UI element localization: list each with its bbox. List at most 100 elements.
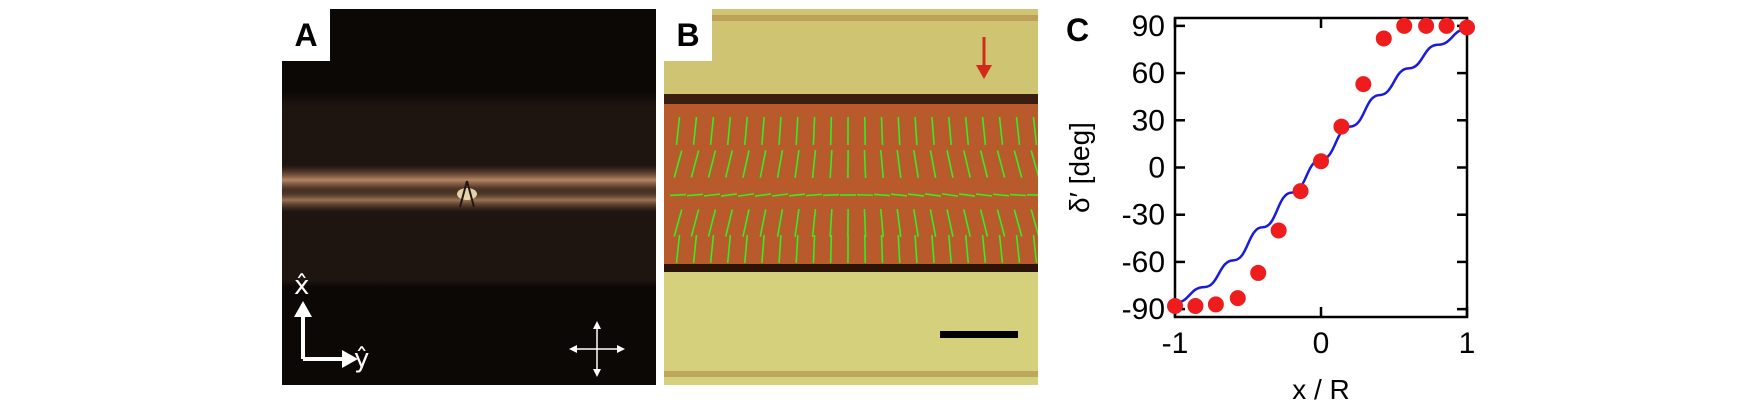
director-segment <box>863 149 867 179</box>
director-segment <box>1013 150 1023 178</box>
panel-letter-c: C <box>1066 12 1090 48</box>
director-segment <box>788 193 806 197</box>
director-segment <box>829 149 833 179</box>
data-point <box>1207 296 1224 313</box>
director-segment <box>726 234 732 264</box>
director-segment <box>743 116 749 146</box>
director-segment <box>692 116 698 146</box>
director-segment <box>794 150 800 178</box>
director-segment <box>692 234 698 264</box>
director-segment <box>778 234 782 264</box>
director-segment <box>724 150 734 178</box>
director-segment <box>742 209 750 237</box>
data-point <box>1355 76 1372 93</box>
director-segment <box>946 209 954 237</box>
director-segment <box>912 209 920 237</box>
director-segment <box>998 234 1004 264</box>
director-segment <box>675 234 681 264</box>
x-tick-label: 1 <box>1459 327 1476 360</box>
y-tick-label: -90 <box>1122 293 1165 326</box>
director-segment <box>754 193 772 197</box>
director-segment <box>998 116 1004 146</box>
director-segment <box>771 193 789 197</box>
y-tick-label: 60 <box>1132 57 1165 90</box>
data-point <box>1459 19 1475 36</box>
director-segment <box>981 234 987 264</box>
x-hat-label: x̂ <box>294 271 310 301</box>
data-point <box>1313 153 1329 170</box>
data-point <box>1229 290 1246 307</box>
data-point <box>1270 222 1287 239</box>
director-segment <box>948 234 952 264</box>
director-segment <box>879 149 885 179</box>
polarized-micrograph <box>282 9 656 385</box>
director-segment <box>805 193 823 197</box>
director-lines <box>669 116 1038 264</box>
data-point <box>1167 297 1183 314</box>
director-segment <box>912 150 920 178</box>
y-tick-label: -30 <box>1122 199 1165 232</box>
director-segment <box>963 150 971 178</box>
director-segment <box>812 234 816 264</box>
director-segment <box>720 193 738 197</box>
panel-letter-a: A <box>282 9 330 61</box>
director-segment <box>897 116 901 146</box>
director-segment <box>941 193 959 197</box>
director-segment <box>776 150 784 178</box>
y-tick-label: 90 <box>1132 10 1165 43</box>
data-point <box>1292 183 1309 200</box>
director-segment <box>975 193 993 197</box>
director-segment <box>863 208 867 238</box>
data-point <box>1375 30 1392 47</box>
director-segment <box>795 234 799 264</box>
data-point <box>1418 17 1435 34</box>
y-tick-label: 0 <box>1148 152 1165 185</box>
director-segment <box>929 150 937 178</box>
data-point <box>1396 17 1413 34</box>
director-field-micrograph <box>664 9 1038 385</box>
director-segment <box>879 208 885 238</box>
director-segment <box>673 150 683 178</box>
director-segment <box>1030 209 1038 237</box>
panel-b-image: B <box>664 9 1038 385</box>
director-segment <box>795 116 799 146</box>
director-segment <box>964 234 970 264</box>
data-point <box>1187 297 1204 314</box>
scale-bar <box>940 331 1018 338</box>
director-segment <box>737 193 755 197</box>
director-segment <box>1015 234 1021 264</box>
director-segment <box>914 116 918 146</box>
axis-arrows <box>294 301 358 368</box>
data-point <box>1250 264 1267 281</box>
director-segment <box>958 193 976 197</box>
director-segment <box>924 193 942 197</box>
director-segment <box>724 209 734 237</box>
director-segment <box>709 116 715 146</box>
director-segment <box>896 150 902 178</box>
director-segment <box>931 116 935 146</box>
director-segment <box>963 209 971 237</box>
director-segment <box>996 209 1006 237</box>
director-segment <box>707 209 717 237</box>
director-segment <box>992 193 1010 197</box>
director-segment <box>829 234 833 264</box>
director-segment <box>686 193 704 197</box>
director-segment <box>873 193 891 197</box>
y-axis-title: δ′ [deg] <box>1064 122 1095 213</box>
director-segment <box>778 116 782 146</box>
director-segment <box>743 234 749 264</box>
director-segment <box>703 193 721 197</box>
director-segment <box>981 116 987 146</box>
director-segment <box>822 193 840 197</box>
director-segment <box>946 150 954 178</box>
x-tick-label: 0 <box>1313 327 1330 360</box>
director-segment <box>948 116 952 146</box>
director-segment <box>996 150 1006 178</box>
data-point <box>1438 17 1455 34</box>
director-segment <box>1015 116 1021 146</box>
director-segment <box>1030 150 1038 178</box>
director-segment <box>794 209 800 237</box>
director-segment <box>761 234 765 264</box>
director-segment <box>761 116 765 146</box>
